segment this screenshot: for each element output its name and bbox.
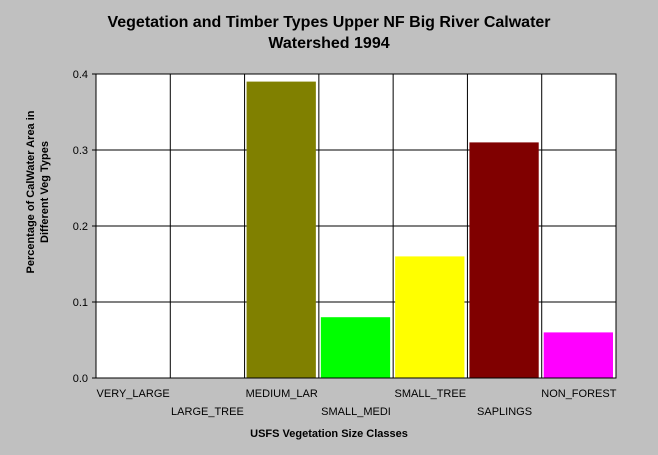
plot-border — [95, 73, 617, 379]
x-tick-label: VERY_LARGE — [97, 388, 170, 400]
x-tick-label: SMALL_MEDI — [321, 406, 391, 418]
bar — [246, 81, 316, 378]
y-axis-label: Percentage of CalWater Area in Different… — [24, 110, 52, 273]
x-tick-label: MEDIUM_LAR — [246, 388, 318, 400]
x-tick-label: NON_FOREST — [541, 388, 616, 400]
y-tick-label: 0.1 — [73, 297, 88, 309]
y-tick-label: 0.2 — [73, 221, 88, 233]
y-tick-label: 0.0 — [73, 373, 88, 385]
bar — [543, 332, 613, 378]
chart-title-line2: Watershed 1994 — [268, 35, 390, 52]
x-tick-label: SMALL_TREE — [395, 388, 467, 400]
x-axis-label: USFS Vegetation Size Classes — [250, 428, 408, 440]
x-tick-label: SAPLINGS — [477, 406, 532, 418]
y-axis-label-line2: Different Veg Types — [39, 141, 51, 243]
x-tick-label: LARGE_TREE — [171, 406, 244, 418]
bar — [320, 317, 391, 378]
bar — [395, 256, 465, 378]
y-tick-label: 0.3 — [73, 145, 88, 157]
chart-title-line1: Vegetation and Timber Types Upper NF Big… — [107, 14, 551, 31]
bar — [469, 142, 539, 378]
y-axis-label-line1: Percentage of CalWater Area in — [25, 110, 37, 274]
y-tick-label: 0.4 — [73, 69, 88, 81]
